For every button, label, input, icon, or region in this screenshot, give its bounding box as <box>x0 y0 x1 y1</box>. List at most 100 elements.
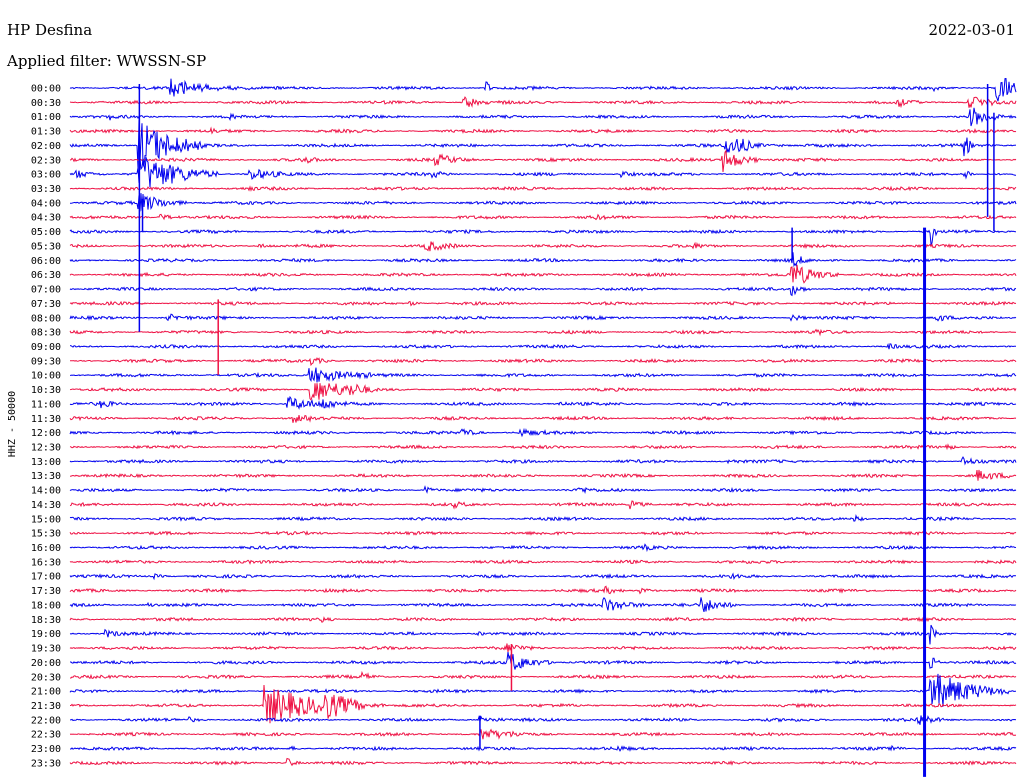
trace-line <box>70 357 1017 367</box>
time-label: 07:00 <box>31 285 61 296</box>
time-label: 07:30 <box>31 299 61 310</box>
spike-layer <box>138 84 995 777</box>
trace-line <box>69 543 1017 553</box>
time-label: 08:00 <box>31 313 61 324</box>
trace-line <box>69 185 1017 192</box>
trace-line <box>69 443 1017 451</box>
time-label: 06:00 <box>31 256 61 267</box>
time-label: 10:00 <box>31 371 61 382</box>
time-label: 08:30 <box>31 328 61 339</box>
trace-line <box>69 383 1017 401</box>
trace-line <box>69 500 1017 510</box>
trace-line <box>69 252 1017 268</box>
time-label: 02:00 <box>31 141 61 152</box>
trace-line <box>70 714 1017 725</box>
time-label: 22:00 <box>31 715 61 726</box>
time-label: 09:30 <box>31 356 61 367</box>
time-label: 14:30 <box>31 500 61 511</box>
time-label: 01:00 <box>31 112 61 123</box>
time-label: 14:00 <box>31 486 61 497</box>
trace-line <box>69 193 1017 212</box>
time-label: 05:30 <box>31 241 61 252</box>
time-label: 15:00 <box>31 514 61 525</box>
trace-line <box>69 126 1017 135</box>
time-label: 11:00 <box>31 399 61 410</box>
plot-date: 2022-03-01 <box>928 21 1015 39</box>
trace-line <box>69 414 1017 423</box>
time-label-layer: 00:00 00:30 01:00 01:30 02:00 02:30 03:00 03:30… <box>31 84 61 770</box>
trace-line <box>69 328 1017 337</box>
trace-line <box>69 469 1017 481</box>
time-label: 09:00 <box>31 342 61 353</box>
time-label: 19:30 <box>31 644 61 655</box>
trace-line <box>69 728 1017 740</box>
time-label: 21:00 <box>31 687 61 698</box>
time-label: 22:30 <box>31 730 61 741</box>
trace-line <box>69 213 1017 221</box>
time-label: 03:30 <box>31 184 61 195</box>
time-label: 17:00 <box>31 572 61 583</box>
trace-line <box>69 395 1017 410</box>
trace-line <box>69 616 1017 623</box>
trace-line <box>69 572 1016 581</box>
trace-line <box>69 96 1017 109</box>
time-label: 13:30 <box>31 471 61 482</box>
time-label: 10:30 <box>31 385 61 396</box>
trace-line <box>69 485 1017 494</box>
trace-line <box>69 300 1017 307</box>
trace-line <box>70 684 1017 724</box>
trace-line <box>69 643 1017 653</box>
time-label: 23:30 <box>31 758 61 769</box>
time-label: 16:30 <box>31 557 61 568</box>
time-label: 00:00 <box>31 84 61 95</box>
time-label: 01:30 <box>31 127 61 138</box>
time-label: 20:30 <box>31 672 61 683</box>
time-label: 15:30 <box>31 529 61 540</box>
trace-line <box>69 313 1017 322</box>
trace-line <box>69 119 1017 169</box>
trace-line <box>69 228 1017 246</box>
trace-line <box>69 367 1017 383</box>
time-label: 12:30 <box>31 443 61 454</box>
trace-line <box>69 285 1017 297</box>
time-label: 18:00 <box>31 600 61 611</box>
station-title: HP Desfina <box>7 21 93 39</box>
trace-line <box>69 597 1017 613</box>
time-label: 04:30 <box>31 213 61 224</box>
filter-label: Applied filter: WWSSN-SP <box>7 52 207 70</box>
time-label: 04:00 <box>31 198 61 209</box>
trace-layer <box>69 77 1017 767</box>
time-label: 23:00 <box>31 744 61 755</box>
trace-line <box>70 652 1017 670</box>
trace-line <box>69 514 1017 522</box>
trace-line <box>69 343 1017 350</box>
trace-line <box>70 670 1017 680</box>
time-label: 20:00 <box>31 658 61 669</box>
trace-line <box>69 757 1017 767</box>
time-label: 02:30 <box>31 155 61 166</box>
time-label: 21:30 <box>31 701 61 712</box>
time-label: 16:00 <box>31 543 61 554</box>
time-label: 11:30 <box>31 414 61 425</box>
time-label: 05:00 <box>31 227 61 238</box>
time-label: 00:30 <box>31 98 61 109</box>
trace-line <box>69 77 1017 102</box>
time-label: 12:00 <box>31 428 61 439</box>
trace-line <box>69 241 1017 252</box>
time-label: 13:00 <box>31 457 61 468</box>
time-label: 18:30 <box>31 615 61 626</box>
trace-line <box>69 264 1017 284</box>
trace-line <box>69 427 1017 438</box>
trace-line <box>69 107 1017 127</box>
trace-line <box>69 559 1017 565</box>
time-label: 17:30 <box>31 586 61 597</box>
trace-line <box>70 744 1017 752</box>
trace-line <box>69 673 1017 707</box>
time-label: 03:00 <box>31 170 61 181</box>
time-label: 06:30 <box>31 270 61 281</box>
trace-line <box>69 157 1016 188</box>
time-label: 19:00 <box>31 629 61 640</box>
trace-line <box>69 585 1017 595</box>
